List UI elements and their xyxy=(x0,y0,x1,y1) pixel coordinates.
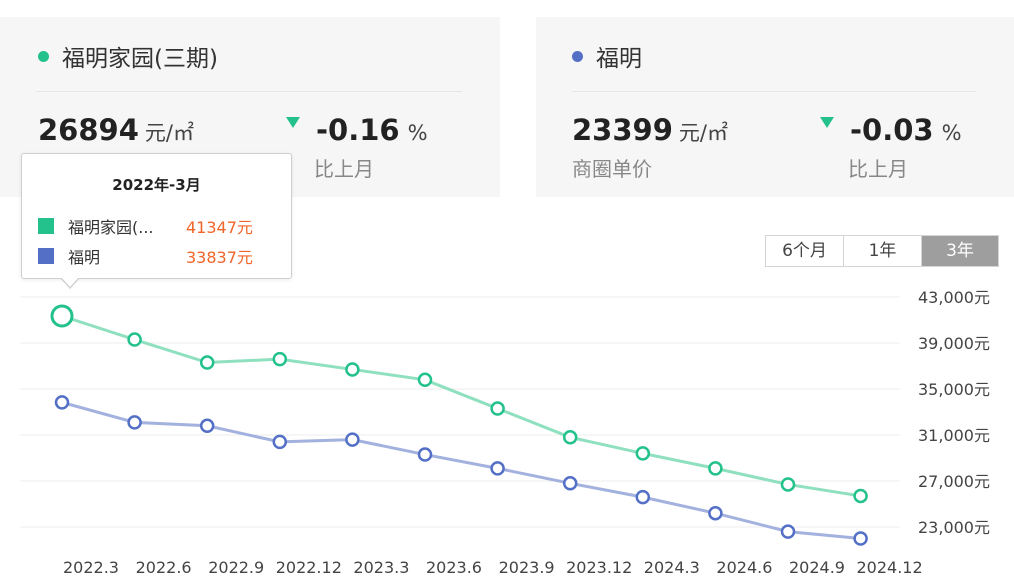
data-point xyxy=(345,362,360,377)
y-tick-label: 43,000元 xyxy=(918,288,990,307)
tooltip-row-estate: 福明家园(... 41347元 xyxy=(38,214,253,238)
data-point xyxy=(272,351,288,367)
y-tick-label: 39,000元 xyxy=(918,334,990,353)
data-point xyxy=(635,446,651,461)
district-change-label: 比上月 xyxy=(848,157,908,181)
tooltip-swatch xyxy=(38,248,54,264)
data-point xyxy=(562,476,578,491)
district-title: 福明 xyxy=(572,39,642,73)
chart-tooltip: 2022年-3月 福明家园(... 41347元 福明 33837元 xyxy=(21,153,292,289)
district-name: 福明 xyxy=(596,46,642,72)
data-point xyxy=(780,524,796,539)
data-point xyxy=(127,332,142,347)
estate-name: 福明家园(三期) xyxy=(62,46,218,72)
estate-change-label: 比上月 xyxy=(314,157,374,181)
estate-legend-dot xyxy=(38,50,49,62)
data-point xyxy=(127,415,142,430)
data-point xyxy=(562,430,578,445)
estate-price-value: 26894 xyxy=(38,113,139,147)
down-arrow-icon xyxy=(286,117,300,128)
estate-change-unit: % xyxy=(407,121,428,145)
data-point xyxy=(50,304,74,328)
district-price: 23399 元/㎡ xyxy=(572,113,728,147)
card-divider xyxy=(36,91,462,92)
district-price-value: 23399 xyxy=(572,113,673,147)
data-point xyxy=(780,477,796,492)
district-change: -0.03 % xyxy=(820,113,962,147)
district-price-unit: 元/㎡ xyxy=(678,121,728,145)
tab-3-years[interactable]: 3年 xyxy=(922,236,998,266)
tooltip-row-district: 福明 33837元 xyxy=(38,244,253,268)
series-line xyxy=(61,314,861,498)
data-point xyxy=(417,372,433,388)
tab-1-year[interactable]: 1年 xyxy=(844,236,922,266)
x-tick-label: 2022.3 xyxy=(63,558,119,577)
y-tick-label: 23,000元 xyxy=(918,518,990,537)
x-tick-label: 2023.6 xyxy=(426,558,482,577)
data-point xyxy=(635,489,651,505)
tooltip-pointer-fill xyxy=(61,277,79,287)
data-point xyxy=(199,418,215,434)
data-point xyxy=(199,355,215,370)
x-tick-label: 2022.6 xyxy=(136,558,192,577)
tooltip-series-name: 福明 xyxy=(68,248,101,267)
y-tick-label: 31,000元 xyxy=(918,426,990,445)
estate-change: -0.16 % xyxy=(286,113,428,147)
tooltip-title: 2022年-3月 xyxy=(112,176,201,194)
data-point xyxy=(708,505,723,521)
time-range-tabs: 6个月 1年 3年 xyxy=(765,235,999,267)
estate-price-unit: 元/㎡ xyxy=(144,121,194,145)
down-arrow-icon xyxy=(820,117,834,128)
data-point xyxy=(345,432,360,447)
data-point xyxy=(490,461,505,476)
district-change-unit: % xyxy=(941,121,962,145)
tooltip-series-value: 41347元 xyxy=(186,218,253,237)
x-tick-label: 2024.3 xyxy=(644,558,700,577)
card-divider xyxy=(572,91,976,92)
data-point xyxy=(417,447,433,462)
data-point xyxy=(708,461,723,476)
data-point xyxy=(853,488,868,504)
x-tick-label: 2022.9 xyxy=(208,558,264,577)
y-tick-label: 35,000元 xyxy=(918,380,990,399)
x-tick-label: 2023.3 xyxy=(353,558,409,577)
district-change-value: -0.03 xyxy=(850,113,934,147)
tooltip-swatch xyxy=(38,218,54,234)
data-point xyxy=(490,401,505,416)
x-tick-label: 2024.12 xyxy=(857,558,923,577)
estate-change-value: -0.16 xyxy=(316,113,400,147)
district-legend-dot xyxy=(572,50,583,62)
estate-title: 福明家园(三期) xyxy=(38,39,218,73)
x-tick-label: 2023.9 xyxy=(499,558,555,577)
x-tick-label: 2022.12 xyxy=(276,558,342,577)
tooltip-series-value: 33837元 xyxy=(186,248,253,267)
district-summary-card: 福明 23399 元/㎡ 商圈单价 -0.03 % 比上月 xyxy=(536,17,1014,197)
tab-6-months[interactable]: 6个月 xyxy=(766,236,844,266)
tooltip-series-name: 福明家园(... xyxy=(68,218,154,237)
data-point xyxy=(272,434,288,450)
estate-price: 26894 元/㎡ xyxy=(38,113,194,147)
data-point xyxy=(54,395,70,410)
series-line xyxy=(61,400,861,540)
district-price-label: 商圈单价 xyxy=(572,157,652,181)
y-tick-label: 27,000元 xyxy=(918,472,990,491)
x-tick-label: 2023.12 xyxy=(566,558,632,577)
x-tick-label: 2024.9 xyxy=(789,558,845,577)
x-tick-label: 2024.6 xyxy=(716,558,772,577)
data-point xyxy=(853,531,868,546)
